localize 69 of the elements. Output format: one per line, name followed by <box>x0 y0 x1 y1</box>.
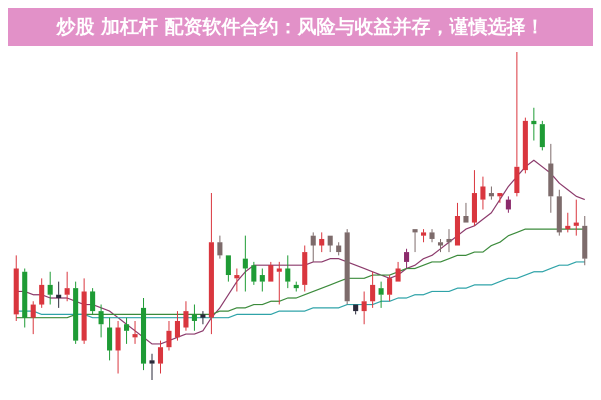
candlestick <box>412 229 418 253</box>
candlestick <box>556 189 562 236</box>
candlestick <box>463 202 469 223</box>
candlestick <box>319 232 324 253</box>
candlestick <box>310 232 316 262</box>
candlestick <box>429 228 435 243</box>
candlestick <box>260 268 265 292</box>
candlestick <box>548 143 554 214</box>
candlestick <box>174 310 180 342</box>
candlestick <box>480 176 486 210</box>
candlestick <box>328 236 333 253</box>
candlestick <box>285 254 290 289</box>
candlestick <box>378 281 384 308</box>
candlestick <box>82 278 87 344</box>
candlestick <box>14 254 19 322</box>
candlestick <box>30 300 36 335</box>
candlestick <box>522 117 528 174</box>
candlestick <box>565 212 570 233</box>
candlestick <box>242 235 248 292</box>
candlestick <box>540 120 545 151</box>
candlestick <box>234 268 240 292</box>
candlestick <box>276 261 282 306</box>
candlestick <box>158 340 164 374</box>
candlestick <box>497 193 502 204</box>
candlestick <box>506 196 511 214</box>
candlestick <box>251 261 256 286</box>
candlestick <box>183 300 188 332</box>
candlestick <box>73 281 78 344</box>
candlestick <box>488 186 494 200</box>
candlestick <box>140 298 146 371</box>
candlestick <box>446 228 452 253</box>
candlestick <box>454 202 460 246</box>
candlestick <box>107 317 112 361</box>
candlestick <box>192 304 197 332</box>
candlestick <box>514 52 520 197</box>
candlestick <box>370 271 376 308</box>
candlestick <box>116 320 121 374</box>
candlestick <box>387 274 392 302</box>
chart-title: 炒股 加杠杆 配资软件合约：风险与收益并存，谨慎选择！ <box>8 8 593 46</box>
candlestick <box>353 304 358 315</box>
candlestick <box>132 320 138 344</box>
candlestick <box>217 235 222 260</box>
candlestick <box>208 192 214 335</box>
candlestick <box>302 245 308 292</box>
candlestick <box>39 278 44 308</box>
candlestick <box>344 228 350 306</box>
candlestick <box>472 170 477 226</box>
candlestick <box>268 261 274 282</box>
candlestick <box>48 271 53 306</box>
candlestick <box>64 271 70 302</box>
candlestick <box>420 228 426 243</box>
candlestick <box>404 248 410 269</box>
candlestick <box>22 268 28 328</box>
candlestick <box>574 199 579 236</box>
candlestick <box>582 216 588 266</box>
candlestick <box>294 281 299 292</box>
candlestick <box>362 290 367 325</box>
candlestick <box>200 310 206 325</box>
candlestick <box>396 261 401 282</box>
candlestick <box>226 255 231 282</box>
candlestick <box>98 304 104 338</box>
candlestick <box>166 320 172 351</box>
candlestick <box>124 317 130 344</box>
candlestick <box>438 238 444 253</box>
candlestick <box>336 242 342 256</box>
candlestick <box>149 353 155 380</box>
candlestick <box>56 281 62 308</box>
candlestick <box>531 107 536 142</box>
candlestick <box>90 288 96 315</box>
